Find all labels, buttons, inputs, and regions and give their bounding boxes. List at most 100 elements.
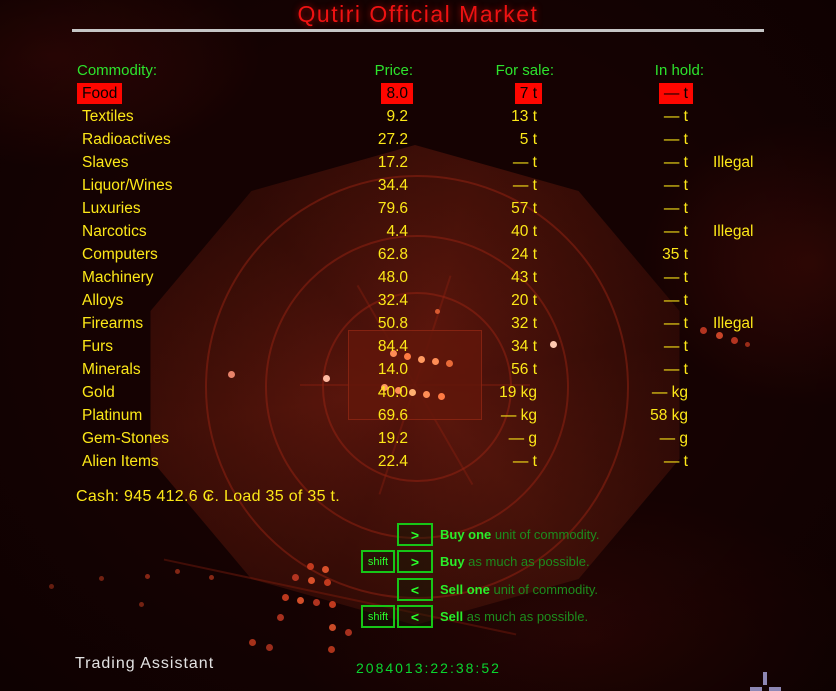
header-in-hold: In hold:: [654, 62, 704, 79]
table-row[interactable]: Gold 40.0 19 kg — kg: [76, 381, 776, 404]
buy-key[interactable]: >: [397, 523, 433, 546]
key-hint-label: Sell as much as possible.: [440, 605, 588, 628]
commodity-in-hold-cell: — t: [511, 128, 693, 151]
commodity-in-hold-cell: — t: [511, 197, 693, 220]
illegal-flag: Illegal: [713, 223, 754, 240]
commodity-name-cell: Furs: [77, 335, 118, 358]
commodity-name-cell: Firearms: [77, 312, 148, 335]
commodity-in-hold: — t: [663, 292, 688, 309]
commodity-name-cell: Minerals: [77, 358, 146, 381]
key-hint-description: unit of commodity.: [489, 582, 598, 597]
hud-label: Trading Assistant: [75, 655, 215, 672]
shift-key[interactable]: shift: [361, 605, 395, 628]
commodity-name-cell: Gold: [77, 381, 120, 404]
illegal-flag: Illegal: [713, 315, 754, 332]
commodity-name: Computers: [82, 246, 158, 263]
illegal-flag: Illegal: [713, 154, 754, 171]
commodity-name: Liquor/Wines: [82, 177, 173, 194]
commodity-in-hold-cell: 58 kg: [511, 404, 693, 427]
commodity-name-cell: Alloys: [77, 289, 128, 312]
commodity-in-hold: — t: [658, 83, 693, 104]
table-row[interactable]: Gem-Stones 19.2 — g — g: [76, 427, 776, 450]
commodity-in-hold-cell: — t: [511, 266, 693, 289]
header-commodity: Commodity:: [77, 62, 158, 79]
compass-pip: [769, 687, 781, 691]
table-row[interactable]: Minerals 14.0 56 t — t: [76, 358, 776, 381]
commodity-in-hold-cell: — t: [511, 82, 693, 105]
commodity-in-hold: 35 t: [662, 246, 688, 263]
commodity-in-hold-cell: — t: [511, 105, 693, 128]
table-row[interactable]: Food 8.0 7 t — t: [76, 82, 776, 105]
commodity-name-cell: Computers: [77, 243, 163, 266]
commodity-name-cell: Slaves: [77, 151, 134, 174]
key-hint-label: Buy as much as possible.: [440, 550, 590, 573]
commodity-name: Narcotics: [82, 223, 147, 240]
commodity-name: Minerals: [82, 361, 141, 378]
commodity-name: Alloys: [82, 292, 124, 309]
commodity-in-hold-cell: — t: [511, 335, 693, 358]
commodity-name: Alien Items: [82, 453, 159, 470]
table-row[interactable]: Radioactives 27.2 5 t — t: [76, 128, 776, 151]
commodity-in-hold-cell: — t: [511, 174, 693, 197]
commodity-name-cell: Alien Items: [77, 450, 164, 473]
table-row[interactable]: Furs 84.4 34 t — t: [76, 335, 776, 358]
sell-key[interactable]: <: [397, 605, 433, 628]
commodity-in-hold: — t: [663, 131, 688, 148]
commodity-name: Furs: [82, 338, 113, 355]
table-row[interactable]: Computers 62.8 24 t 35 t: [76, 243, 776, 266]
commodity-name: Luxuries: [82, 200, 141, 217]
key-hint-description: unit of commodity.: [491, 527, 600, 542]
commodity-name-cell: Platinum: [77, 404, 147, 427]
commodity-name-cell: Textiles: [77, 105, 139, 128]
key-hint-action: Sell: [440, 609, 464, 624]
commodity-in-hold-cell: — g: [511, 427, 693, 450]
shift-key[interactable]: shift: [361, 550, 395, 573]
table-row[interactable]: Narcotics 4.4 40 t — t Illegal: [76, 220, 776, 243]
table-row[interactable]: Firearms 50.8 32 t — t Illegal: [76, 312, 776, 335]
key-hint-description: as much as possible.: [463, 609, 589, 624]
commodity-in-hold: — t: [663, 200, 688, 217]
commodity-name: Gem-Stones: [82, 430, 170, 447]
commodity-in-hold: 58 kg: [650, 407, 688, 424]
commodity-in-hold-cell: — t: [511, 220, 693, 243]
key-hint-action: Buy: [440, 554, 465, 569]
sell-key[interactable]: <: [397, 578, 433, 601]
market-rows: Food 8.0 7 t — t Textiles 9.2 13 t — t R…: [76, 82, 776, 473]
commodity-in-hold-cell: — t: [511, 289, 693, 312]
commodity-name: Textiles: [82, 108, 134, 125]
table-row[interactable]: Textiles 9.2 13 t — t: [76, 105, 776, 128]
buy-key[interactable]: >: [397, 550, 433, 573]
status-line: Cash: 945 412.6 ₢. Load 35 of 35 t.: [76, 488, 341, 505]
commodity-in-hold: — g: [659, 430, 688, 447]
commodity-name: Platinum: [82, 407, 143, 424]
commodity-in-hold-cell: — t: [511, 151, 693, 174]
commodity-in-hold: — t: [663, 223, 688, 240]
commodity-name-cell: Narcotics: [77, 220, 152, 243]
commodity-name-cell: Food: [77, 82, 123, 105]
table-row[interactable]: Luxuries 79.6 57 t — t: [76, 197, 776, 220]
commodity-in-hold: — t: [663, 108, 688, 125]
table-row[interactable]: Platinum 69.6 — kg 58 kg: [76, 404, 776, 427]
commodity-in-hold-cell: — kg: [511, 381, 693, 404]
commodity-in-hold-cell: — t: [511, 450, 693, 473]
commodity-in-hold: — t: [663, 177, 688, 194]
key-hint-label: Buy one unit of commodity.: [440, 523, 599, 546]
compass-pip: [750, 687, 762, 691]
commodity-name: Food: [77, 83, 123, 104]
key-hint-action: Buy one: [440, 527, 492, 542]
table-header-row: Commodity: Price: For sale: In hold:: [76, 59, 776, 82]
key-hint-action: Sell one: [440, 582, 490, 597]
table-row[interactable]: Liquor/Wines 34.4 — t — t: [76, 174, 776, 197]
table-row[interactable]: Machinery 48.0 43 t — t: [76, 266, 776, 289]
title-divider: [72, 29, 764, 32]
commodity-in-hold: — t: [663, 154, 688, 171]
commodity-in-hold: — t: [663, 315, 688, 332]
table-row[interactable]: Slaves 17.2 — t — t Illegal: [76, 151, 776, 174]
key-hints-legend: Buy one unit of commodity. > Buy as much…: [361, 523, 791, 635]
table-row[interactable]: Alien Items 22.4 — t — t: [76, 450, 776, 473]
commodity-name-cell: Machinery: [77, 266, 159, 289]
commodity-name: Radioactives: [82, 131, 171, 148]
commodity-name: Gold: [82, 384, 115, 401]
table-row[interactable]: Alloys 32.4 20 t — t: [76, 289, 776, 312]
